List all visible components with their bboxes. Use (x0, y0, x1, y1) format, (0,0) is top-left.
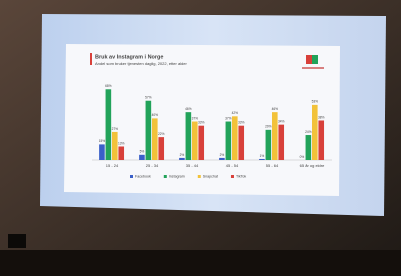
chart-title: Bruk av Instagram i Norge (95, 54, 163, 60)
bar (158, 137, 164, 160)
value-label: 1% (260, 154, 265, 158)
value-label: 37% (225, 116, 232, 120)
value-label: 29% (265, 125, 272, 129)
bar (306, 135, 312, 160)
legend-label: Instagram (169, 174, 185, 178)
bar (232, 116, 238, 160)
bar (179, 158, 185, 160)
value-label: 68% (105, 84, 112, 88)
logo-text (302, 67, 324, 69)
x-tick-label: 65 år og eldre (300, 163, 325, 168)
value-label: 15% (99, 139, 106, 143)
value-label: 34% (278, 119, 285, 123)
bar (192, 122, 198, 160)
page: {"chart_data": { "type": "bar", "title":… (0, 0, 401, 276)
bar (139, 155, 145, 160)
bar (112, 132, 118, 160)
value-label: 2% (180, 153, 185, 157)
bar (118, 146, 124, 160)
x-tick-label: 55 - 64 (266, 163, 279, 168)
value-label: 24% (305, 130, 312, 134)
value-label: 13% (118, 141, 125, 145)
bar (186, 112, 192, 160)
legend-swatch (130, 175, 133, 178)
bar (312, 105, 318, 160)
photo: Bruk av Instagram i Norge Andel som bruk… (0, 0, 401, 276)
title-accent (90, 53, 92, 65)
bar (106, 89, 112, 160)
x-tick-label: 35 - 44 (186, 163, 199, 168)
value-label: 42% (232, 111, 239, 115)
bar (266, 130, 272, 160)
value-label: 33% (238, 121, 245, 125)
legend-label: TikTok (236, 174, 246, 178)
bar (278, 125, 284, 160)
floor (0, 250, 401, 276)
bar (219, 158, 225, 160)
legend-label: Facebook (135, 174, 151, 178)
x-tick-label: 45 - 54 (226, 163, 239, 168)
bar (272, 112, 278, 160)
bar (259, 159, 265, 160)
legend-swatch (164, 175, 167, 178)
bar (198, 126, 204, 160)
value-label: 40% (152, 113, 159, 117)
value-label: 27% (112, 127, 119, 131)
x-tick-label: 25 - 34 (146, 163, 159, 168)
value-label: 0% (300, 155, 305, 159)
value-label: 53% (312, 100, 319, 104)
value-label: 22% (158, 132, 165, 136)
bar (152, 118, 158, 160)
value-label: 57% (145, 96, 152, 100)
legend-label: Snapchat (203, 174, 218, 178)
speaker (8, 234, 26, 248)
x-tick-label: 15 - 24 (106, 163, 119, 168)
value-label: 5% (140, 150, 145, 154)
logo-part (312, 55, 318, 64)
value-label: 46% (272, 107, 279, 111)
bar (238, 126, 244, 160)
value-label: 46% (185, 107, 192, 111)
bar (226, 122, 232, 160)
logo-part (306, 55, 312, 64)
legend-swatch (198, 175, 201, 178)
bar (146, 101, 152, 160)
bar (99, 144, 105, 160)
value-label: 33% (198, 121, 205, 125)
value-label: 2% (220, 153, 225, 157)
value-label: 38% (318, 115, 325, 119)
legend-swatch (231, 175, 234, 178)
bar (318, 120, 324, 160)
chart-subtitle: Andel som bruker tjenesten daglig, 2022,… (95, 61, 188, 66)
